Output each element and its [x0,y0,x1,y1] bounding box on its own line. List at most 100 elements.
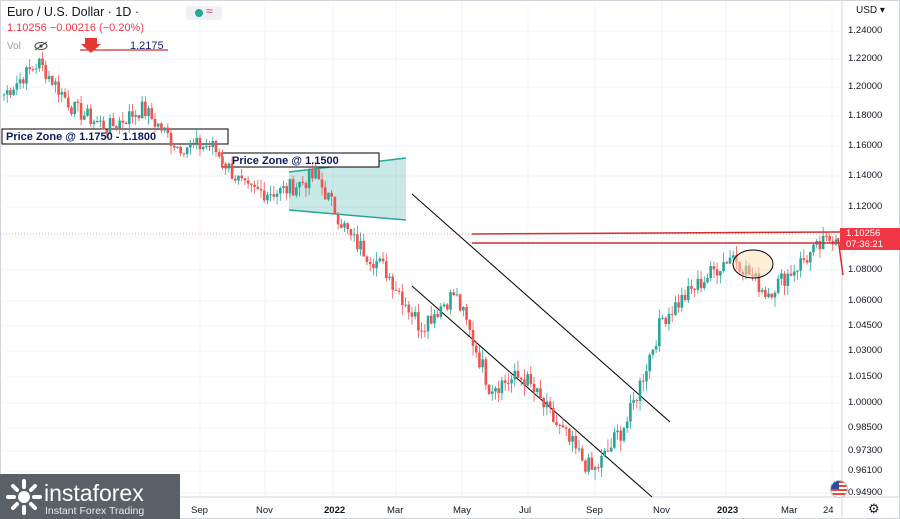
currency-selector[interactable]: USD ▾ [856,5,885,16]
price-zone-lower-label: Price Zone @ 1.1500 [232,155,339,167]
candle-body [320,179,324,188]
candle-body [285,186,288,194]
candle-body [725,262,729,264]
candle-body [95,120,99,122]
candle-body [266,194,269,201]
candle-body [780,273,783,279]
candle-body [311,170,314,179]
candle-body [574,435,578,449]
candle-body [686,286,690,301]
candle-body [86,108,89,116]
us-flag-icon[interactable] [830,480,848,498]
time-tick-label: Nov [256,505,273,516]
symbol-title[interactable]: Euro / U.S. Dollar · 1D · [7,5,139,19]
time-tick-label: Mar [387,505,404,516]
candle-body [552,407,555,422]
candle-body [250,183,253,185]
candle-body [577,448,581,450]
current-price: 1.10256 [846,228,881,239]
wave-icon: ≈ [206,4,213,18]
candle-body [89,108,93,124]
gear-icon[interactable]: ⚙ [868,501,880,516]
price-tick-label: 1.24000 [848,25,883,36]
candle-body [47,76,51,79]
candle-body [314,169,317,179]
candle-body [70,107,73,115]
candle-body [288,179,292,194]
candle-body [73,101,76,115]
candle-body [92,121,96,124]
candle-body [50,76,54,85]
candle-body [384,261,388,279]
time-tick-label: Jul [519,505,532,516]
candle-body [555,421,558,425]
candle-body [458,294,462,311]
candle-body [25,67,28,84]
candle-body [230,163,234,179]
candle-body [2,94,6,96]
candle-body [282,186,285,189]
candle-body [253,184,256,187]
candle-body [401,291,404,305]
brand-tagline: Instant Forex Trading [45,505,145,517]
candle-body [166,127,170,133]
candle-body [613,432,616,448]
candle-body [105,129,109,134]
candle-body [516,370,520,378]
candle-body [417,312,420,331]
candle-body [796,270,799,272]
candle-body [127,111,131,125]
candle-body [176,146,179,148]
candle-body [596,467,600,469]
candle-body [500,380,504,394]
candle-body [156,123,160,127]
candle-body [510,379,513,384]
indicator-toggle-button[interactable]: ≈ [186,4,222,20]
candle-body [221,156,224,164]
channel-upper-line [411,193,671,423]
candle-body [799,258,802,271]
candle-body [654,346,658,350]
candle-body [436,314,439,317]
candle-body [786,273,790,286]
wedge-lower-line [288,209,407,221]
candle-body [776,278,780,293]
candle-body [404,304,407,306]
candle-body [339,224,343,228]
candle-body [28,67,31,70]
candle-body [478,352,481,368]
candle-body [256,186,260,189]
candle-body [507,382,510,384]
candle-body [394,289,398,291]
status-dot-icon [195,9,203,17]
candle-body [5,90,9,95]
candle-body [696,278,700,290]
instaforex-logo-icon [6,479,42,515]
candle-body [712,266,716,270]
candle-body [757,273,761,292]
price-tick-label: 1.01500 [848,371,883,382]
candle-body [195,137,199,144]
eye-hidden-icon[interactable] [34,41,48,51]
candle-body [818,240,822,250]
candle-body [439,306,443,317]
candle-body [301,181,305,184]
candle-body [468,319,472,330]
candle-body [658,318,661,347]
volume-label[interactable]: Vol [7,41,21,52]
brand-watermark: instaforex Instant Forex Trading [0,474,180,519]
candle-body [580,448,584,461]
candle-body [121,120,125,123]
candle-body [619,430,623,441]
candle-body [349,229,353,236]
candle-body [41,58,44,65]
candle-body [153,118,157,127]
candle-body [728,257,732,264]
price-tick-label: 1.20000 [848,81,883,92]
candle-body [262,190,266,201]
candle-body [278,188,282,194]
candle-body [410,312,414,317]
price-tick-label: 0.98500 [848,422,883,433]
candle-body [381,258,385,262]
